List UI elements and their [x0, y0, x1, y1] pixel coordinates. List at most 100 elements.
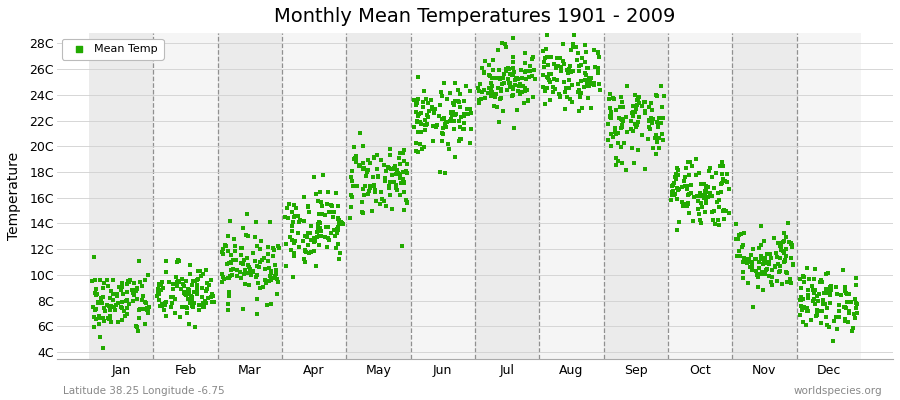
Point: [164, 294, 178, 301]
Point: [418, 122, 433, 128]
Point: [656, 93, 670, 100]
Point: [580, 72, 594, 78]
Point: [781, 220, 796, 226]
Point: [375, 196, 390, 202]
Point: [369, 197, 383, 204]
Point: [572, 87, 586, 93]
Point: [498, 41, 512, 47]
Point: [810, 307, 824, 313]
Point: [808, 266, 823, 272]
Point: [308, 238, 322, 244]
Point: [411, 110, 426, 117]
Point: [562, 66, 576, 72]
Point: [185, 304, 200, 310]
Point: [106, 276, 121, 283]
Point: [239, 269, 254, 276]
Point: [849, 304, 863, 311]
Point: [420, 99, 435, 106]
Point: [237, 224, 251, 231]
Point: [581, 79, 596, 85]
Point: [396, 175, 410, 182]
Point: [630, 97, 644, 104]
Point: [346, 144, 361, 150]
Point: [130, 285, 144, 292]
Point: [706, 216, 720, 223]
Point: [634, 132, 649, 138]
Point: [698, 198, 713, 204]
Point: [692, 170, 706, 176]
Point: [714, 189, 728, 195]
Point: [397, 207, 411, 213]
Bar: [89, 33, 153, 358]
Point: [336, 220, 350, 227]
Point: [356, 166, 370, 172]
Point: [298, 233, 312, 239]
Point: [253, 246, 267, 252]
Point: [760, 266, 774, 272]
Point: [752, 259, 766, 265]
Point: [698, 209, 712, 215]
Point: [252, 259, 266, 266]
Point: [97, 305, 112, 311]
Point: [93, 334, 107, 340]
Point: [154, 287, 168, 294]
Point: [104, 303, 118, 309]
Point: [345, 167, 359, 174]
Point: [475, 64, 490, 71]
Point: [778, 257, 792, 264]
Point: [624, 126, 638, 132]
Point: [837, 286, 851, 292]
Point: [456, 111, 471, 118]
Point: [777, 258, 791, 265]
Point: [536, 84, 550, 90]
Point: [117, 313, 131, 319]
Point: [297, 256, 311, 262]
Point: [310, 229, 324, 235]
Point: [428, 106, 442, 112]
Point: [679, 164, 693, 171]
Point: [431, 113, 446, 119]
Point: [252, 264, 266, 270]
Point: [312, 219, 327, 226]
Point: [324, 209, 338, 216]
Point: [668, 190, 682, 197]
Point: [580, 65, 595, 71]
Point: [414, 110, 428, 116]
Point: [261, 251, 275, 257]
Point: [680, 183, 695, 190]
Point: [512, 90, 526, 97]
Point: [555, 58, 570, 64]
Point: [518, 50, 533, 56]
Point: [254, 238, 268, 244]
Point: [225, 272, 239, 278]
Point: [283, 234, 297, 240]
Point: [222, 218, 237, 224]
Point: [505, 93, 519, 99]
Point: [625, 145, 639, 151]
Point: [603, 90, 617, 97]
Point: [779, 246, 794, 252]
Point: [220, 261, 235, 267]
Point: [190, 282, 204, 288]
Point: [445, 109, 459, 116]
Point: [814, 308, 829, 314]
Point: [440, 96, 454, 103]
Point: [492, 76, 507, 82]
Point: [448, 112, 463, 118]
Point: [715, 171, 729, 177]
Point: [307, 235, 321, 241]
Point: [692, 210, 706, 217]
Point: [796, 304, 811, 310]
Point: [515, 89, 529, 96]
Point: [487, 93, 501, 99]
Point: [287, 253, 302, 259]
Point: [304, 236, 319, 243]
Point: [316, 172, 330, 178]
Point: [559, 85, 573, 91]
Point: [771, 240, 786, 246]
Point: [482, 85, 497, 92]
Point: [601, 136, 616, 143]
Point: [427, 110, 441, 116]
Point: [313, 220, 328, 226]
Point: [170, 278, 184, 285]
